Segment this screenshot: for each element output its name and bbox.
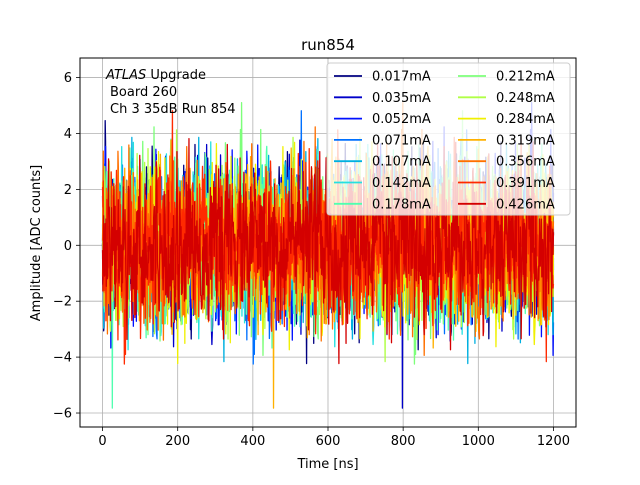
legend-label-0.017mA: 0.017mA (372, 70, 431, 85)
legend-label-0.319mA: 0.319mA (496, 133, 555, 148)
annotation-line-2: Board 260 (110, 85, 177, 100)
y-axis-label: Amplitude [ADC counts] (29, 165, 44, 321)
y-tick-label-2: 2 (64, 183, 72, 198)
annotation-atlas: ATLAS (105, 68, 146, 83)
annotation-line-3: Ch 3 35dB Run 854 (110, 102, 236, 117)
y-tick-label-0: 0 (64, 239, 72, 254)
chart-title: run854 (301, 36, 355, 54)
tick-layer: 0 200 400 600 800 1000 1200 −6 −4 −2 0 2 4 6 (53, 71, 570, 449)
annotation-text: ATLAS Upgrade Board 260 Ch 3 35dB Run 85… (105, 68, 236, 117)
x-tick-label-400: 400 (240, 434, 265, 449)
y-tick-label-6: 6 (64, 71, 72, 86)
legend-label-0.052mA: 0.052mA (372, 112, 431, 127)
x-tick-label-1200: 1200 (537, 434, 570, 449)
legend-label-0.248mA: 0.248mA (496, 91, 555, 106)
legend-box (326, 62, 571, 216)
series-line-0.426mA (101, 138, 555, 365)
y-tick-label--4: −4 (53, 351, 72, 366)
x-tick-label-1000: 1000 (462, 434, 495, 449)
legend-label-0.107mA: 0.107mA (372, 155, 431, 170)
legend-label-0.142mA: 0.142mA (372, 176, 431, 191)
y-tick-label-4: 4 (64, 127, 72, 142)
legend-label-0.426mA: 0.426mA (496, 197, 555, 212)
legend-label-0.035mA: 0.035mA (372, 91, 431, 106)
x-tick-label-200: 200 (165, 434, 190, 449)
legend-label-0.284mA: 0.284mA (496, 112, 555, 127)
annotation-line-1: ATLAS Upgrade (105, 68, 206, 83)
y-tick-label--2: −2 (53, 295, 72, 310)
annotation-upgrade: Upgrade (146, 68, 206, 83)
legend-label-0.391mA: 0.391mA (496, 176, 555, 191)
legend-label-0.356mA: 0.356mA (496, 155, 555, 170)
legend-label-0.071mA: 0.071mA (372, 133, 431, 148)
legend: 0.017mA 0.035mA 0.052mA 0.071mA 0.107mA 0.142… (326, 62, 571, 216)
x-tick-label-800: 800 (391, 434, 416, 449)
x-tick-label-600: 600 (316, 434, 341, 449)
legend-label-0.212mA: 0.212mA (496, 70, 555, 85)
x-tick-label-0: 0 (98, 434, 106, 449)
y-tick-label--6: −6 (53, 407, 72, 422)
x-axis-label: Time [ns] (296, 457, 358, 472)
legend-label-0.178mA: 0.178mA (372, 197, 431, 212)
